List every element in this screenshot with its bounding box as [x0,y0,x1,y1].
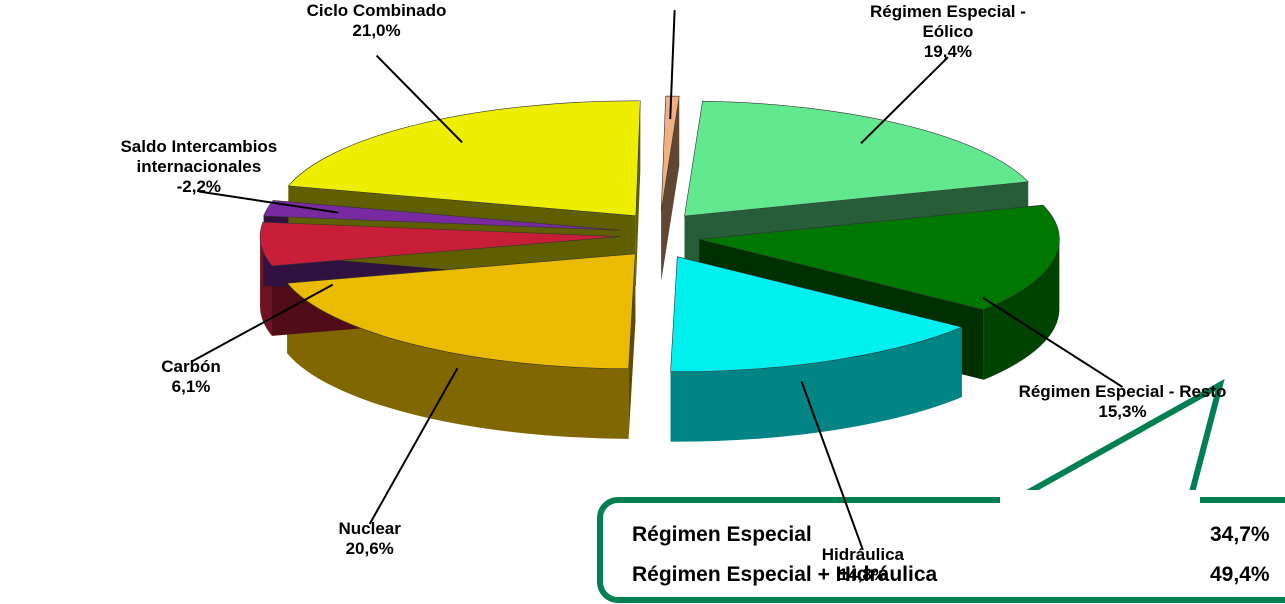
slice-label: Ciclo Combinado [306,0,447,20]
slice-label: Carbón [161,356,221,376]
leader-line [669,10,676,120]
callout-pointer [1018,378,1225,501]
slice-side [983,239,1060,380]
slice-wall [635,100,641,286]
summary-label: Régimen Especial [632,523,812,546]
slice-label-box: Ciclo Combinado 21,0% [272,1,482,41]
slice-label-box: Nuclear 20,6% [265,519,475,559]
slice-value-label: 15,3% [1098,402,1147,422]
slice-label: Saldo Intercambios internacionales [120,136,278,176]
leader-line [860,56,949,145]
slice-label: Hidráulica [821,544,904,564]
slice-side [287,283,629,439]
summary-label: Régimen Especial + Hidráulica [632,563,938,586]
slice [660,95,680,212]
leader-line [190,283,334,363]
slice-value-label: -2,2% [176,176,222,196]
slice-label-box: Saldo Intercambios internacionales -2,2% [94,137,304,197]
slice-side [260,236,272,336]
slice-side [670,327,962,442]
slice [287,100,641,217]
slice-label: Nuclear [338,518,401,538]
summary-value: 49,4% [1210,563,1270,586]
leader-line [800,381,864,551]
slice [684,100,1029,217]
slice [286,253,636,370]
slice [670,256,963,372]
summary-value: 34,7% [1210,523,1270,546]
slice-value-label: 6,1% [171,376,211,396]
slice-value-label: 19,4% [923,42,973,62]
slice-wall [661,96,680,282]
slice-label-box: Carbón 6,1% [86,357,296,397]
slice-value-label: 14,8% [838,564,887,584]
slice [259,221,621,267]
leader-line [375,54,463,144]
slice-label: Régimen Especial - Eólico [870,2,1026,42]
slice-value-label: 20,6% [345,538,394,558]
slice [263,200,621,231]
slice-label-box: Régimen Especial - Resto 15,3% [1018,382,1228,422]
leader-line [982,296,1124,388]
slice-label: Régimen Especial - Resto [1018,382,1227,402]
slice-value-label: 21,0% [352,20,401,40]
callout-gap [1000,490,1200,504]
leader-line [198,190,339,214]
slice-label-box: Hidráulica 14,8% [758,545,968,585]
summary-box [597,497,1285,603]
leader-line [368,367,459,525]
slice-label-box: Régimen Especial - Eólico 19,4% [843,2,1053,62]
slice [699,204,1060,311]
